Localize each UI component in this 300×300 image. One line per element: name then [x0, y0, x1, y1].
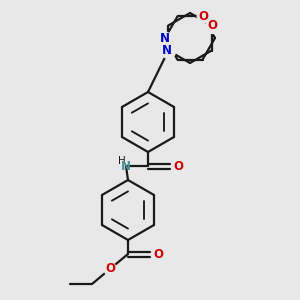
Text: O: O: [105, 262, 115, 275]
Text: O: O: [153, 248, 163, 260]
Text: O: O: [208, 19, 218, 32]
Text: N: N: [121, 160, 131, 172]
Text: N: N: [160, 32, 170, 44]
Text: N: N: [162, 44, 172, 57]
Text: O: O: [173, 160, 183, 172]
Text: O: O: [199, 10, 208, 23]
Text: H: H: [118, 156, 126, 166]
